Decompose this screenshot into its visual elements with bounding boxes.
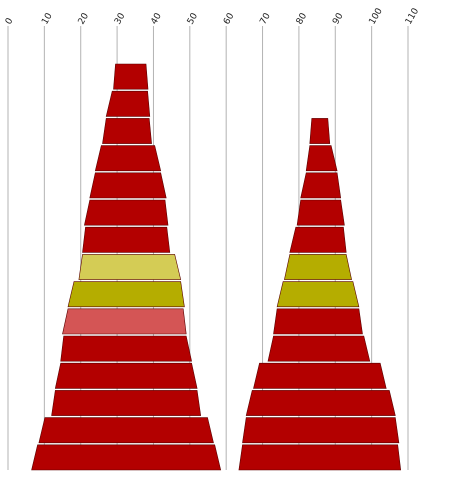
funnel-segment: [82, 226, 171, 253]
funnel-segment: [284, 254, 352, 280]
x-axis-ticks: 0 10 20 30 40 50 60 70 80 90 100 110: [4, 6, 421, 26]
funnel-segment: [60, 335, 192, 362]
funnel-segment: [305, 145, 338, 172]
x-tick-label: 20: [77, 11, 92, 26]
x-tick-label: 70: [258, 11, 273, 26]
funnel-segment: [54, 362, 198, 389]
funnel-segment: [105, 90, 151, 117]
funnel-segment: [273, 308, 363, 335]
funnel-segment: [309, 118, 331, 144]
funnel-segment: [51, 390, 202, 416]
funnel-segment: [113, 63, 149, 90]
funnel-segment: [62, 308, 187, 335]
funnel-segment: [267, 335, 371, 362]
x-tick-label: 10: [40, 11, 55, 26]
x-tick-label: 60: [222, 11, 237, 26]
funnel-segment: [78, 254, 182, 280]
funnel-segment: [289, 226, 347, 253]
x-tick-label: 80: [295, 11, 310, 26]
funnel-segment: [253, 362, 387, 389]
funnel-segment: [296, 199, 345, 226]
x-tick-label: 100: [368, 6, 385, 26]
x-tick-label: 40: [149, 11, 164, 26]
funnel-segment: [94, 145, 162, 172]
funnel-segment: [38, 417, 214, 444]
funnel-segment: [31, 444, 222, 471]
funnel-segment: [89, 172, 167, 199]
x-tick-label: 30: [113, 11, 128, 26]
funnel-1: [31, 63, 222, 471]
funnels: [31, 63, 402, 471]
funnel-segment: [102, 118, 152, 144]
funnel-segment: [84, 199, 169, 226]
funnel-segment: [238, 444, 402, 471]
funnel-segment: [67, 281, 185, 308]
x-tick-label: 0: [4, 16, 16, 26]
x-tick-label: 90: [331, 11, 346, 26]
funnel-segment: [242, 417, 400, 444]
funnel-segment: [300, 172, 342, 199]
funnel-segment: [276, 281, 360, 308]
funnel-2: [238, 118, 402, 471]
x-tick-label: 110: [404, 6, 421, 26]
x-tick-label: 50: [186, 11, 201, 26]
funnel-segment: [245, 390, 396, 416]
